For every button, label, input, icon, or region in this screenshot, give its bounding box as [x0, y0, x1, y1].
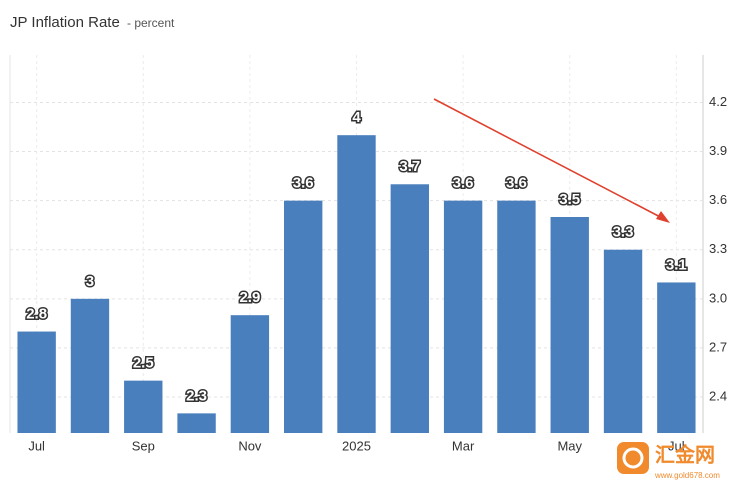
- bar: [70, 298, 110, 433]
- value-label: 3.7: [399, 158, 420, 175]
- bar: [497, 200, 536, 433]
- bar: [124, 380, 163, 433]
- value-label: 3.3: [613, 224, 634, 241]
- chart-title: JP Inflation Rate: [10, 14, 120, 31]
- y-tick-label: 3.6: [709, 192, 727, 207]
- bar: [337, 135, 376, 433]
- logo-ring: [622, 447, 644, 469]
- value-label: 4: [352, 109, 361, 126]
- x-tick-label: Sep: [132, 438, 155, 453]
- chart-subtitle: - percent: [127, 16, 175, 30]
- bar: [550, 217, 589, 433]
- value-label: 3: [86, 273, 94, 290]
- watermark: 汇金网: [655, 442, 715, 466]
- y-tick-label: 4.2: [709, 94, 727, 109]
- bar: [657, 282, 696, 433]
- x-tick-label: Nov: [238, 438, 262, 453]
- arrow-head: [656, 211, 670, 223]
- value-label: 3.1: [666, 256, 687, 273]
- bar: [443, 200, 483, 433]
- bar: [390, 184, 429, 433]
- value-label: 3.6: [453, 175, 474, 192]
- bar: [284, 200, 323, 433]
- watermark-url: www.gold678.com: [654, 471, 720, 480]
- x-tick-label: Jul: [668, 438, 685, 453]
- value-label: 3.6: [506, 175, 527, 192]
- value-label: 2.9: [239, 289, 260, 306]
- x-tick-label: 2025: [342, 438, 371, 453]
- y-tick-label: 2.4: [709, 388, 727, 403]
- value-label: 2.5: [133, 355, 154, 372]
- bar: [177, 413, 216, 433]
- value-label: 2.3: [186, 387, 207, 404]
- bar: [230, 315, 270, 433]
- bar: [17, 331, 56, 433]
- trend-arrow: [433, 98, 667, 221]
- x-tick-label: Mar: [452, 438, 475, 453]
- y-tick-label: 2.7: [709, 339, 727, 354]
- y-tick-label: 3.0: [709, 290, 727, 305]
- y-tick-label: 3.9: [709, 143, 727, 158]
- value-label: 3.5: [559, 191, 580, 208]
- x-tick-label: Jul: [28, 438, 45, 453]
- bar: [603, 249, 643, 433]
- y-tick-label: 3.3: [709, 241, 727, 256]
- logo-icon: [617, 442, 649, 474]
- value-label: 2.8: [26, 306, 47, 323]
- value-label: 3.6: [293, 175, 314, 192]
- x-tick-label: May: [557, 438, 582, 453]
